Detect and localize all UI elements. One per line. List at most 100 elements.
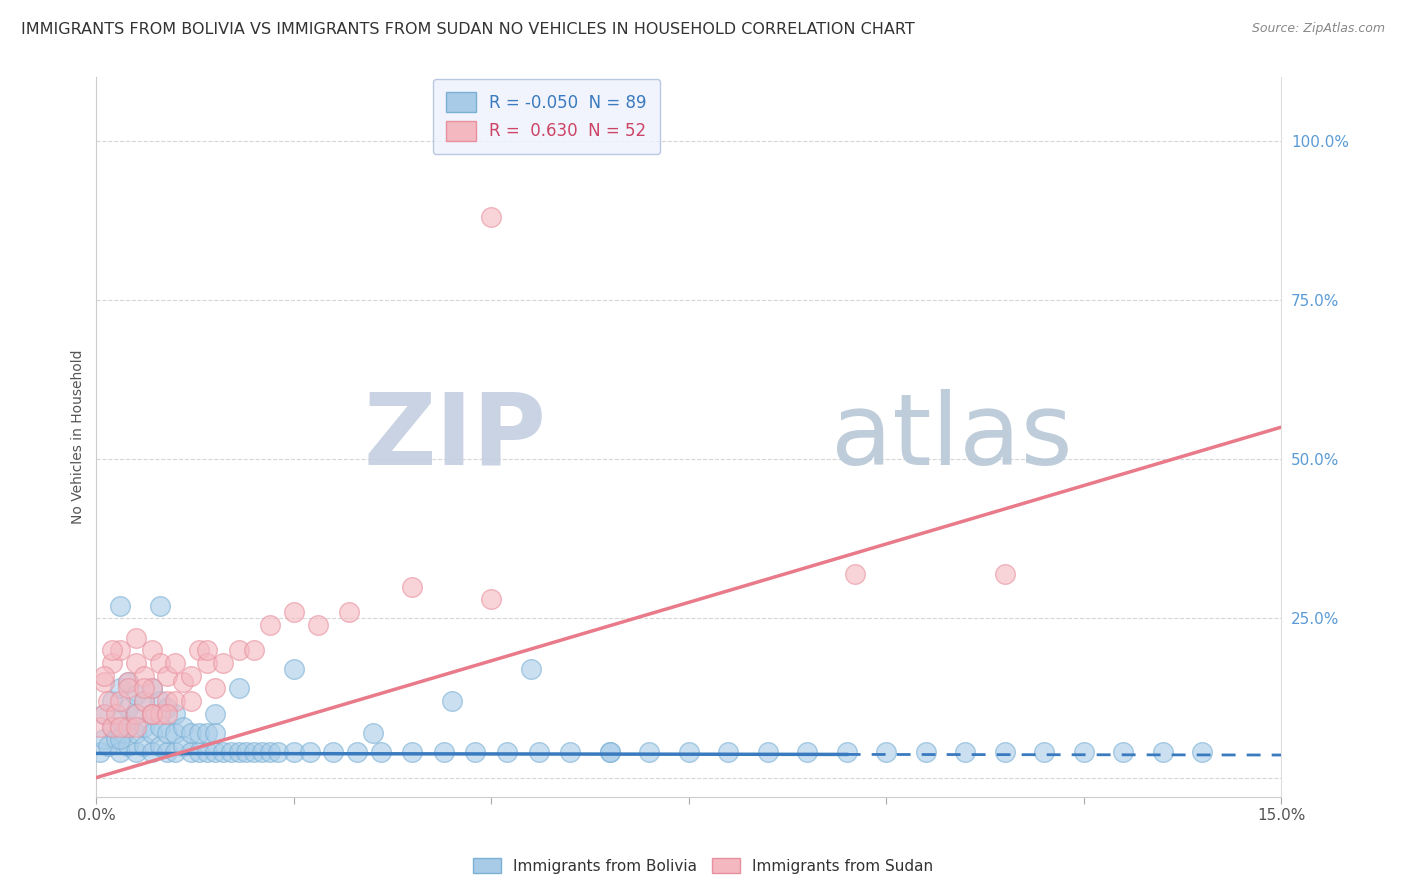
Legend: Immigrants from Bolivia, Immigrants from Sudan: Immigrants from Bolivia, Immigrants from…	[467, 852, 939, 880]
Point	[117, 700, 139, 714]
Text: IMMIGRANTS FROM BOLIVIA VS IMMIGRANTS FROM SUDAN NO VEHICLES IN HOUSEHOLD CORREL: IMMIGRANTS FROM BOLIVIA VS IMMIGRANTS FR…	[21, 22, 915, 37]
Point	[132, 681, 155, 696]
Point	[141, 706, 163, 721]
Point	[195, 745, 218, 759]
Point	[148, 739, 170, 753]
Point	[204, 745, 226, 759]
Point	[108, 720, 131, 734]
Point	[228, 643, 250, 657]
Point	[148, 694, 170, 708]
Point	[433, 745, 456, 759]
Point	[756, 745, 779, 759]
Point	[1152, 745, 1174, 759]
Point	[125, 656, 148, 670]
Point	[298, 745, 321, 759]
Point	[172, 720, 194, 734]
Point	[165, 656, 187, 670]
Point	[141, 643, 163, 657]
Text: ZIP: ZIP	[364, 389, 547, 485]
Point	[560, 745, 582, 759]
Point	[117, 720, 139, 734]
Point	[93, 706, 115, 721]
Point	[101, 720, 124, 734]
Point	[108, 745, 131, 759]
Point	[108, 643, 131, 657]
Point	[148, 706, 170, 721]
Point	[180, 726, 202, 740]
Point	[165, 706, 187, 721]
Point	[1191, 745, 1213, 759]
Point	[844, 566, 866, 581]
Point	[235, 745, 257, 759]
Point	[117, 675, 139, 690]
Point	[401, 745, 423, 759]
Point	[132, 669, 155, 683]
Text: atlas: atlas	[831, 389, 1073, 485]
Point	[125, 720, 148, 734]
Point	[117, 675, 139, 690]
Point	[148, 599, 170, 613]
Point	[322, 745, 344, 759]
Point	[599, 745, 621, 759]
Point	[97, 739, 120, 753]
Point	[125, 745, 148, 759]
Point	[148, 720, 170, 734]
Point	[188, 745, 211, 759]
Point	[141, 706, 163, 721]
Point	[1112, 745, 1135, 759]
Point	[148, 656, 170, 670]
Point	[361, 726, 384, 740]
Point	[132, 694, 155, 708]
Point	[796, 745, 818, 759]
Point	[125, 688, 148, 702]
Point	[93, 732, 115, 747]
Point	[638, 745, 661, 759]
Point	[132, 720, 155, 734]
Point	[141, 745, 163, 759]
Point	[717, 745, 740, 759]
Point	[228, 745, 250, 759]
Point	[228, 681, 250, 696]
Point	[108, 714, 131, 728]
Point	[835, 745, 858, 759]
Point	[101, 694, 124, 708]
Point	[953, 745, 976, 759]
Point	[117, 681, 139, 696]
Point	[678, 745, 700, 759]
Point	[195, 656, 218, 670]
Point	[1073, 745, 1095, 759]
Point	[464, 745, 486, 759]
Point	[165, 745, 187, 759]
Point	[101, 656, 124, 670]
Point	[307, 617, 329, 632]
Point	[108, 599, 131, 613]
Point	[93, 706, 115, 721]
Point	[914, 745, 936, 759]
Point	[165, 726, 187, 740]
Point	[188, 726, 211, 740]
Point	[132, 739, 155, 753]
Point	[994, 566, 1017, 581]
Point	[165, 694, 187, 708]
Point	[156, 669, 179, 683]
Point	[259, 745, 281, 759]
Point	[141, 706, 163, 721]
Point	[496, 745, 519, 759]
Point	[125, 631, 148, 645]
Point	[370, 745, 392, 759]
Point	[156, 694, 179, 708]
Point	[267, 745, 290, 759]
Point	[211, 656, 233, 670]
Point	[519, 662, 541, 676]
Point	[250, 745, 273, 759]
Point	[89, 720, 111, 734]
Point	[156, 745, 179, 759]
Point	[283, 662, 305, 676]
Point	[141, 726, 163, 740]
Point	[156, 700, 179, 714]
Point	[117, 739, 139, 753]
Point	[259, 617, 281, 632]
Point	[125, 706, 148, 721]
Point	[89, 745, 111, 759]
Point	[283, 745, 305, 759]
